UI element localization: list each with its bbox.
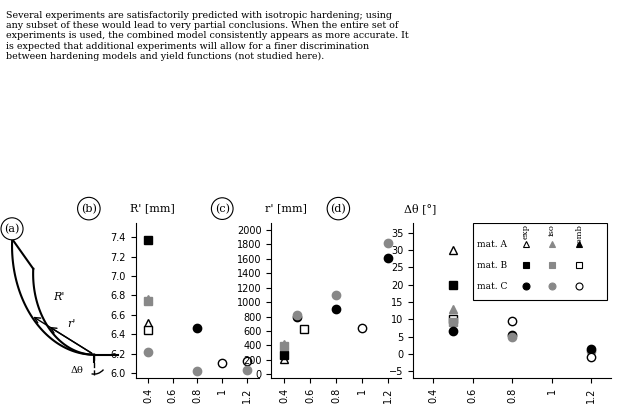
Text: Several experiments are satisfactorily predicted with isotropic hardening; using: Several experiments are satisfactorily p… <box>6 10 409 61</box>
Text: R' [mm]: R' [mm] <box>130 204 175 214</box>
Text: mat. C: mat. C <box>476 282 507 291</box>
Text: Δθ [°]: Δθ [°] <box>404 203 436 214</box>
Text: (c): (c) <box>215 203 230 214</box>
Text: Δθ: Δθ <box>70 366 83 375</box>
Text: (b): (b) <box>81 203 97 214</box>
Text: R': R' <box>53 292 64 302</box>
Text: (a): (a) <box>4 224 20 234</box>
Text: mat. B: mat. B <box>476 261 507 270</box>
Text: mat. A: mat. A <box>476 240 507 249</box>
Text: r' [mm]: r' [mm] <box>265 204 307 214</box>
Text: (d): (d) <box>331 203 346 214</box>
Text: r': r' <box>67 319 75 329</box>
Text: exp: exp <box>522 224 530 239</box>
Text: comb: comb <box>575 224 583 247</box>
Text: iso: iso <box>548 224 555 236</box>
Bar <box>473 223 607 300</box>
